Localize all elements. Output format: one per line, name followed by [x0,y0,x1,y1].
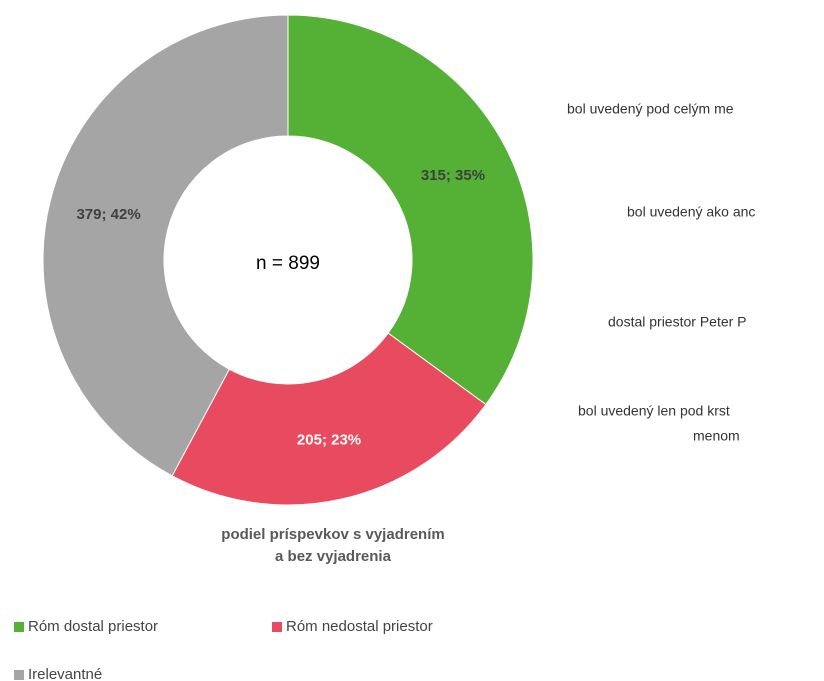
legend-label: Róm dostal priestor [28,618,158,635]
side-label: bol uvedený pod celým me [567,101,734,117]
side-label: dostal priestor Peter P [608,314,747,330]
side-label: bol uvedený len pod krst [578,403,730,419]
center-label: n = 899 [256,253,320,274]
side-label: menom [693,428,740,444]
data-label: 315; 35% [421,167,485,184]
title-line: a bez vyjadrenia [275,548,392,565]
donut-slice [42,14,289,477]
legend-swatch [272,622,282,632]
side-label: bol uvedený ako anc [627,204,755,220]
title-line: podiel príspevkov s vyjadrením [221,526,444,543]
legend-label: Róm nedostal priestor [286,618,433,635]
data-label: 379; 42% [76,206,140,223]
donut-slice [171,332,487,506]
chart-title: podiel príspevkov s vyjadrením a bez vyja… [221,526,444,565]
data-label: 205; 23% [297,431,361,448]
legend-swatch [14,622,24,632]
legend-swatch [14,670,24,680]
legend-label: Irelevantné [28,666,102,681]
donut-slice [287,14,534,406]
